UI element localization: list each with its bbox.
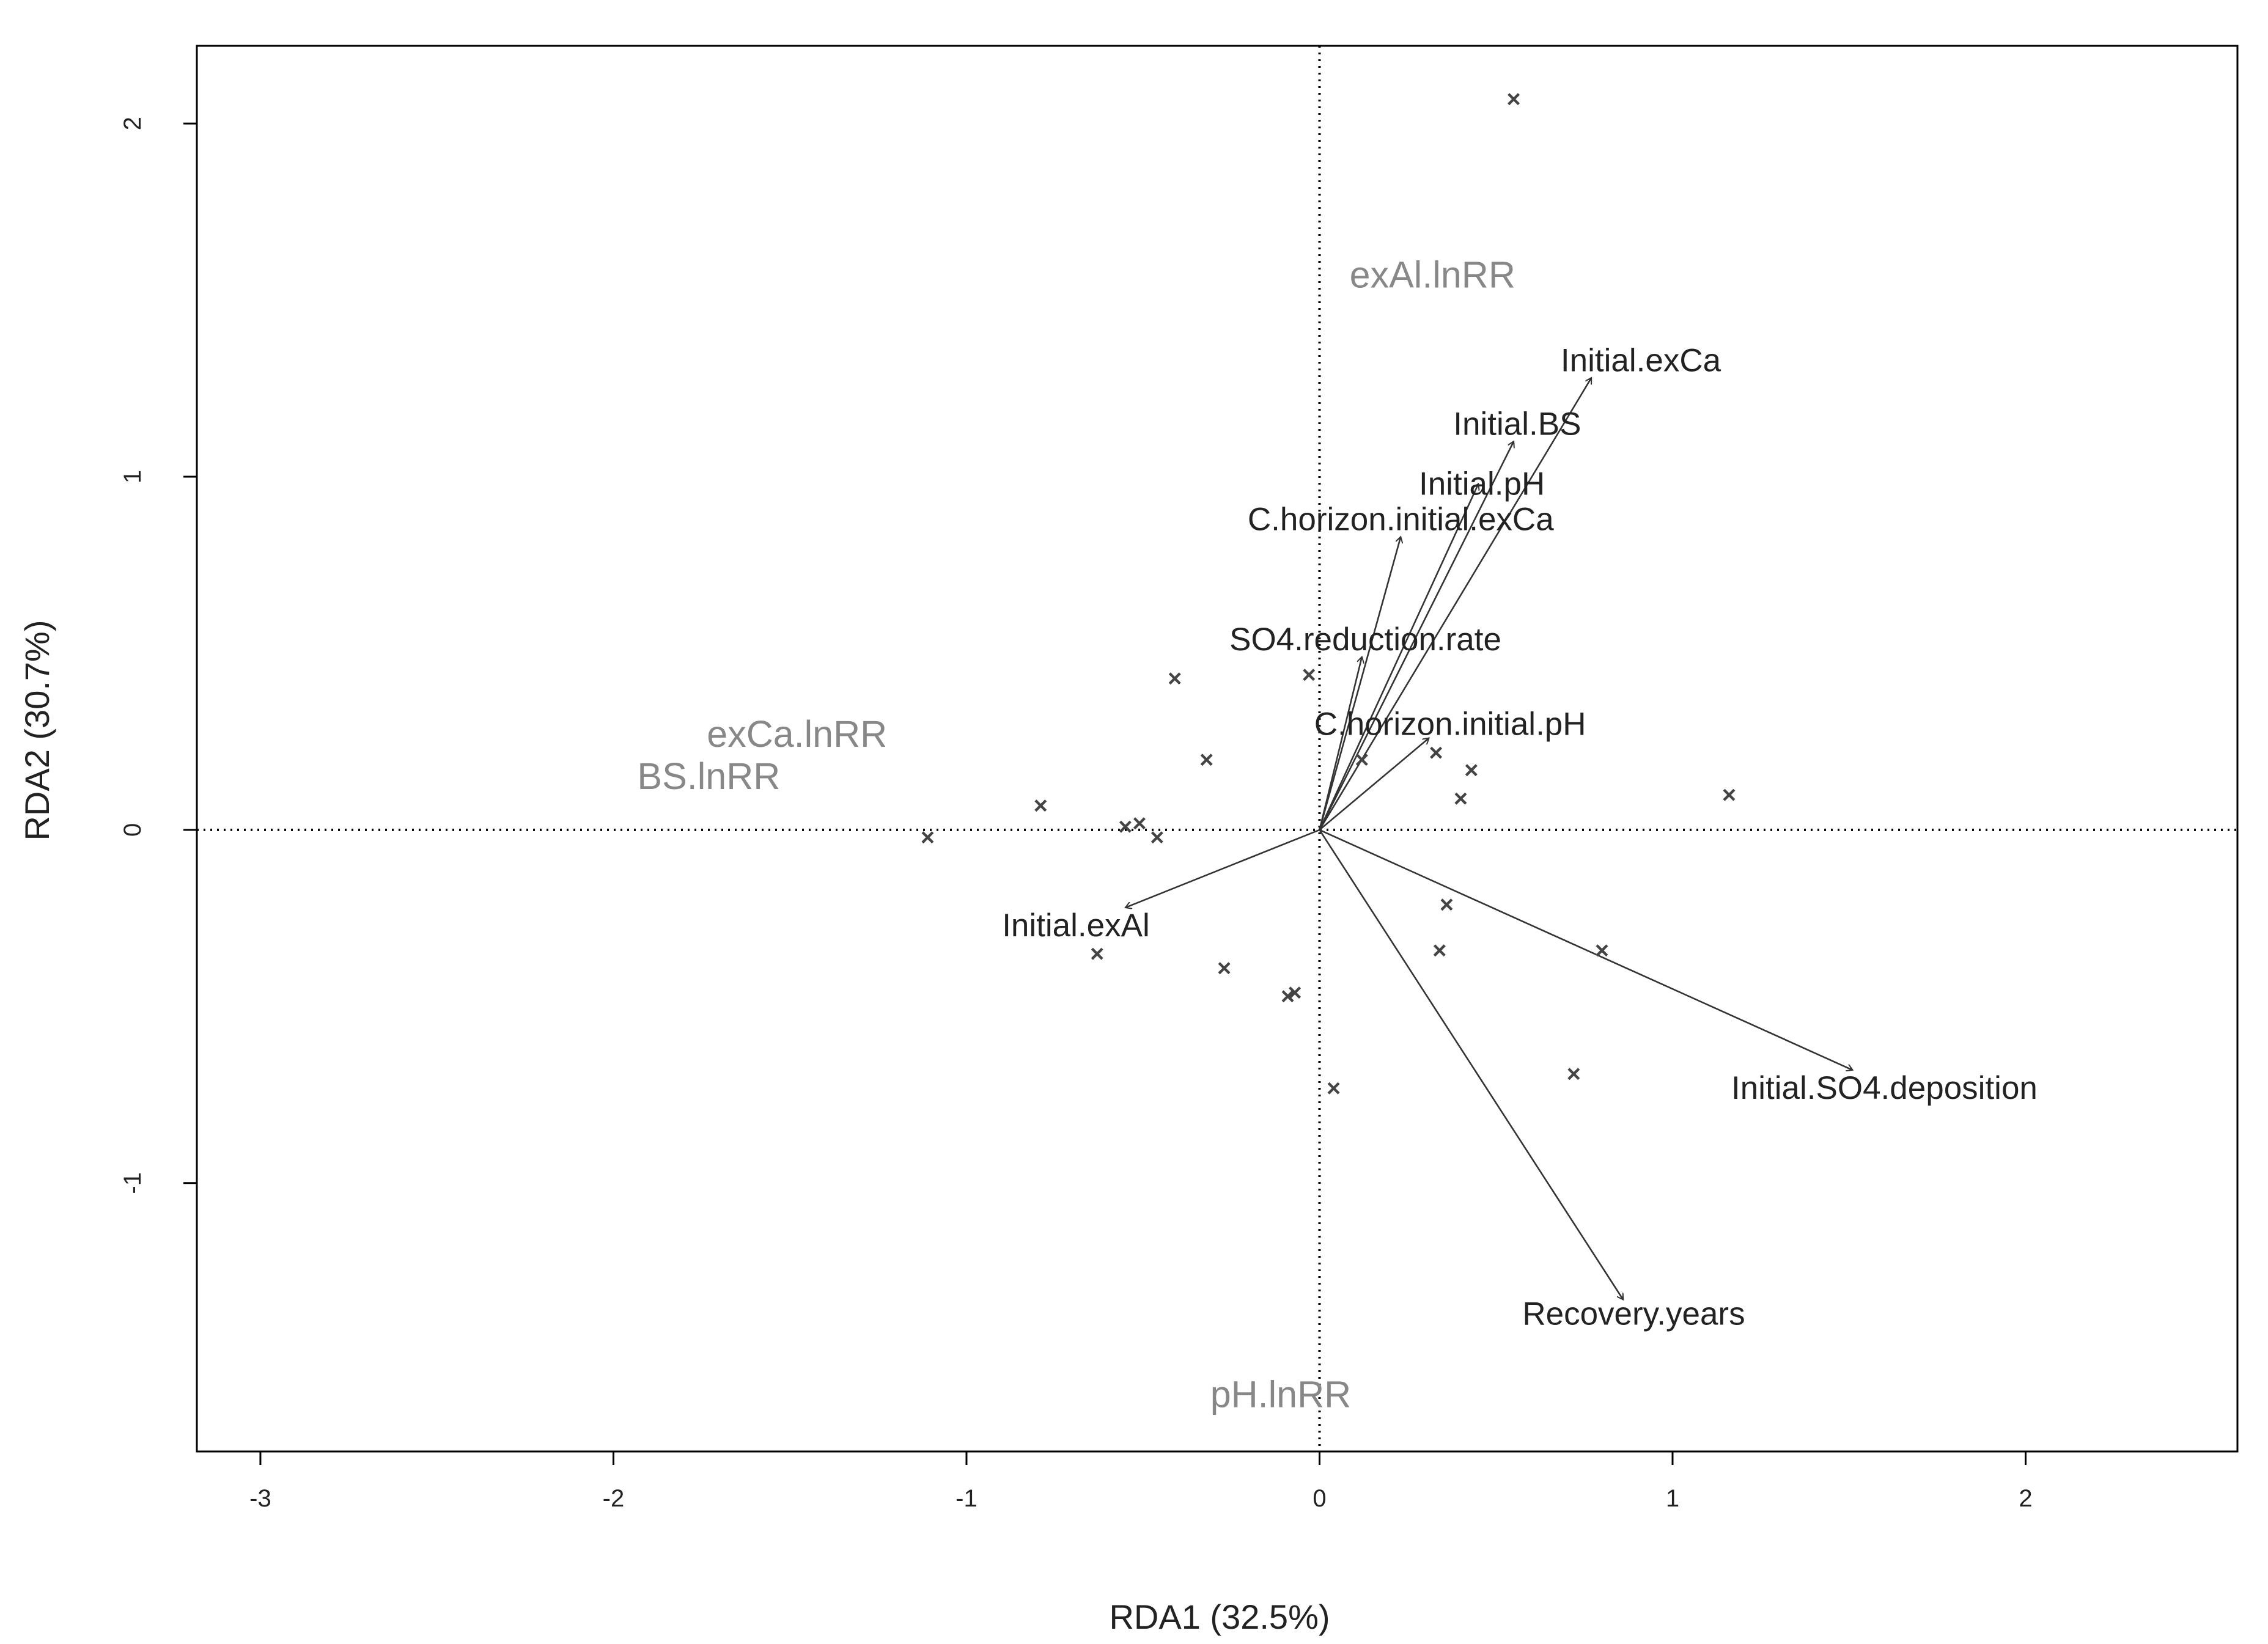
vector-arrow [1319,441,1514,831]
vector-arrow [1319,657,1361,831]
response-label: exAl.lnRR [1350,254,1515,296]
x-tick-label: 0 [1313,1485,1326,1512]
vectors: Initial.exCaInitial.BSInitial.pHC.horizo… [1002,342,2038,1332]
y-axis-title: RDA2 (30.7%) [18,620,56,840]
vector-label: C.horizon.initial.exCa [1248,501,1554,537]
site-point: × [1132,810,1146,837]
site-point: × [1432,937,1446,964]
x-tick-label: -2 [603,1485,625,1512]
site-point: × [1150,824,1164,851]
x-tick-label: 1 [1666,1485,1679,1512]
site-point: × [1034,792,1048,819]
vector-label: Initial.exCa [1561,342,1721,378]
vector-arrow [1319,484,1478,831]
y-tick-label: 0 [119,823,146,837]
vector-arrow [1319,378,1592,831]
vector-label: Initial.BS [1453,406,1581,442]
response-label: exCa.lnRR [707,713,887,755]
vector-label: Recovery.years [1522,1296,1745,1332]
response-label: BS.lnRR [637,755,780,797]
y-axis: -1 0 1 2 [119,117,197,1194]
response-label: pH.lnRR [1210,1374,1352,1415]
x-tick-label: -1 [955,1485,978,1512]
site-point: × [1168,665,1182,692]
vector-arrow [1319,829,1852,1070]
x-tick-label: -3 [249,1485,271,1512]
site-point: × [921,824,935,851]
x-axis-title: RDA1 (32.5%) [1109,1598,1330,1636]
y-tick-label: -1 [119,1172,146,1194]
zero-lines [197,46,2237,1451]
vector-label: Initial.SO4.deposition [1731,1070,2038,1106]
site-point: × [1464,757,1478,784]
plot-frame [196,45,2239,1453]
site-point: × [1281,983,1295,1010]
y-tick-label: 2 [119,117,146,130]
vector-label: SO4.reduction.rate [1229,622,1501,658]
site-points: ×××××× ×××× ××× ××× ××××××× [921,86,1736,1102]
vector-label: C.horizon.initial.pH [1314,706,1586,743]
vector-label: Initial.pH [1419,466,1545,502]
site-point: × [1199,746,1213,773]
site-point: × [1302,662,1316,689]
site-point: × [1440,891,1454,918]
x-tick-label: 2 [2019,1485,2032,1512]
site-point: × [1567,1061,1581,1088]
vector-arrow [1319,738,1429,831]
vector-arrow [1319,537,1401,831]
vector-arrow [1125,829,1320,908]
site-point: × [1217,955,1231,982]
site-point: × [1429,739,1443,766]
site-point: × [1722,782,1736,809]
site-point: × [1355,746,1369,773]
y-tick-label: 1 [119,470,146,483]
site-point: × [1090,941,1104,967]
site-point: × [1327,1075,1341,1102]
vector-label: Initial.exAl [1002,908,1150,944]
site-point: × [1506,86,1520,113]
site-point: × [1454,785,1468,812]
site-point: × [1595,937,1609,964]
site-point: × [1118,813,1132,840]
x-axis: -3 -2 -1 0 1 2 [249,1451,2033,1512]
site-point: × [1287,980,1302,1007]
vector-arrow [1319,829,1624,1300]
